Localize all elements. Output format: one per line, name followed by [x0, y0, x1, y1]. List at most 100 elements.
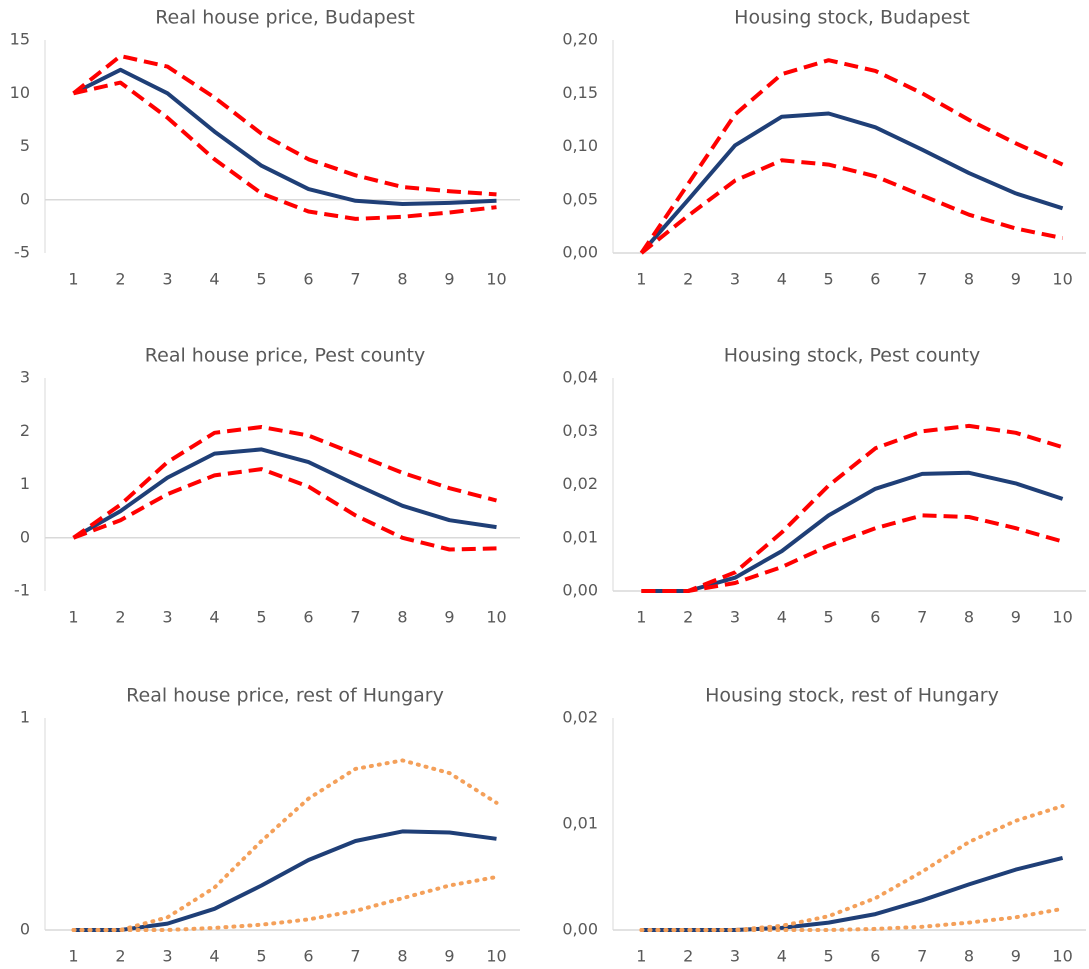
x-tick-label: 10: [486, 270, 506, 289]
line-series: [72, 54, 497, 197]
y-tick-label: 0,01: [562, 527, 598, 546]
x-tick-label: 2: [683, 270, 693, 289]
x-tick-label: 3: [730, 947, 740, 966]
y-tick-label: 3: [20, 368, 30, 387]
y-tick-label: 1: [20, 474, 30, 493]
x-tick-label: 3: [162, 947, 172, 966]
line-series: [72, 67, 497, 206]
line-series: [639, 58, 1064, 255]
x-tick-label: 1: [636, 947, 646, 966]
line-series: [640, 158, 1064, 255]
x-tick-label: 1: [68, 270, 78, 289]
x-tick-label: 3: [162, 270, 172, 289]
y-tick-label: 15: [10, 30, 30, 49]
x-tick-label: 10: [1052, 270, 1072, 289]
y-tick-label: 0,15: [562, 83, 598, 102]
line-series: [72, 467, 497, 552]
x-tick-label: 6: [303, 270, 313, 289]
x-tick-label: 10: [1052, 947, 1072, 966]
y-tick-label: 0,05: [562, 189, 598, 208]
x-tick-label: 2: [683, 947, 693, 966]
x-tick-label: 2: [115, 947, 125, 966]
y-tick-label: 0,00: [562, 243, 598, 262]
line-series: [641, 513, 1064, 593]
x-tick-label: 6: [870, 270, 880, 289]
y-tick-label: 0,02: [562, 708, 598, 727]
x-tick-label: 9: [444, 270, 454, 289]
x-tick-label: 3: [162, 608, 172, 627]
x-tick-label: 4: [777, 947, 787, 966]
y-tick-label: 0,10: [562, 136, 598, 155]
x-tick-label: 6: [303, 947, 313, 966]
line-series: [73, 80, 497, 221]
x-tick-label: 5: [256, 270, 266, 289]
x-tick-label: 8: [397, 270, 407, 289]
x-tick-label: 1: [636, 608, 646, 627]
chart-title: Real house price, rest of Hungary: [126, 685, 444, 707]
x-tick-label: 6: [303, 608, 313, 627]
x-tick-label: 6: [870, 608, 880, 627]
x-tick-label: 7: [350, 947, 360, 966]
x-tick-label: 4: [777, 270, 787, 289]
x-tick-label: 2: [115, 608, 125, 627]
chart-title: Housing stock, Budapest: [734, 7, 970, 29]
x-tick-label: 8: [397, 608, 407, 627]
line-series: [639, 111, 1064, 255]
x-tick-label: 9: [1011, 947, 1021, 966]
x-tick-label: 7: [917, 608, 927, 627]
y-tick-label: 0: [20, 527, 30, 546]
x-tick-label: 9: [444, 947, 454, 966]
x-tick-label: 2: [115, 270, 125, 289]
x-tick-label: 10: [1052, 608, 1072, 627]
x-tick-label: 3: [730, 608, 740, 627]
x-tick-label: 8: [397, 947, 407, 966]
x-tick-label: 10: [486, 947, 506, 966]
x-tick-label: 4: [209, 270, 219, 289]
x-tick-label: 7: [350, 270, 360, 289]
chart-title: Real house price, Pest county: [145, 345, 425, 367]
x-tick-label: 9: [444, 608, 454, 627]
line-series: [639, 804, 1065, 932]
x-tick-label: 3: [730, 270, 740, 289]
y-tick-label: 0,00: [562, 581, 598, 600]
x-tick-label: 1: [636, 270, 646, 289]
x-tick-label: 2: [683, 608, 693, 627]
x-tick-label: 5: [256, 947, 266, 966]
line-series: [639, 906, 1065, 932]
x-tick-label: 1: [68, 608, 78, 627]
chart-title: Housing stock, Pest county: [724, 345, 980, 367]
line-series: [72, 425, 498, 540]
chart-title: Housing stock, rest of Hungary: [705, 685, 999, 707]
x-tick-label: 9: [1011, 608, 1021, 627]
x-tick-label: 7: [917, 270, 927, 289]
chart-title: Real house price, Budapest: [155, 7, 415, 29]
y-tick-label: -1: [14, 581, 30, 600]
y-tick-label: 0,00: [562, 920, 598, 939]
x-tick-label: 5: [824, 608, 834, 627]
x-tick-label: 5: [824, 947, 834, 966]
x-tick-label: 6: [870, 947, 880, 966]
x-tick-label: 4: [777, 608, 787, 627]
y-tick-label: 0: [20, 189, 30, 208]
y-tick-label: 0: [20, 920, 30, 939]
y-tick-label: 0,01: [562, 814, 598, 833]
y-tick-label: -5: [14, 243, 30, 262]
y-tick-label: 0,02: [562, 474, 598, 493]
x-tick-label: 4: [209, 947, 219, 966]
x-tick-label: 5: [256, 608, 266, 627]
line-series: [71, 758, 499, 932]
y-tick-label: 0,03: [562, 421, 598, 440]
x-tick-label: 5: [824, 270, 834, 289]
x-tick-label: 4: [209, 608, 219, 627]
line-series: [73, 829, 497, 932]
x-tick-label: 7: [350, 608, 360, 627]
x-tick-label: 8: [964, 608, 974, 627]
x-tick-label: 9: [1011, 270, 1021, 289]
x-tick-label: 8: [964, 270, 974, 289]
line-series: [641, 423, 1064, 593]
line-series: [641, 470, 1064, 593]
line-series: [71, 875, 499, 932]
y-tick-label: 0,20: [562, 30, 598, 49]
x-tick-label: 7: [917, 947, 927, 966]
